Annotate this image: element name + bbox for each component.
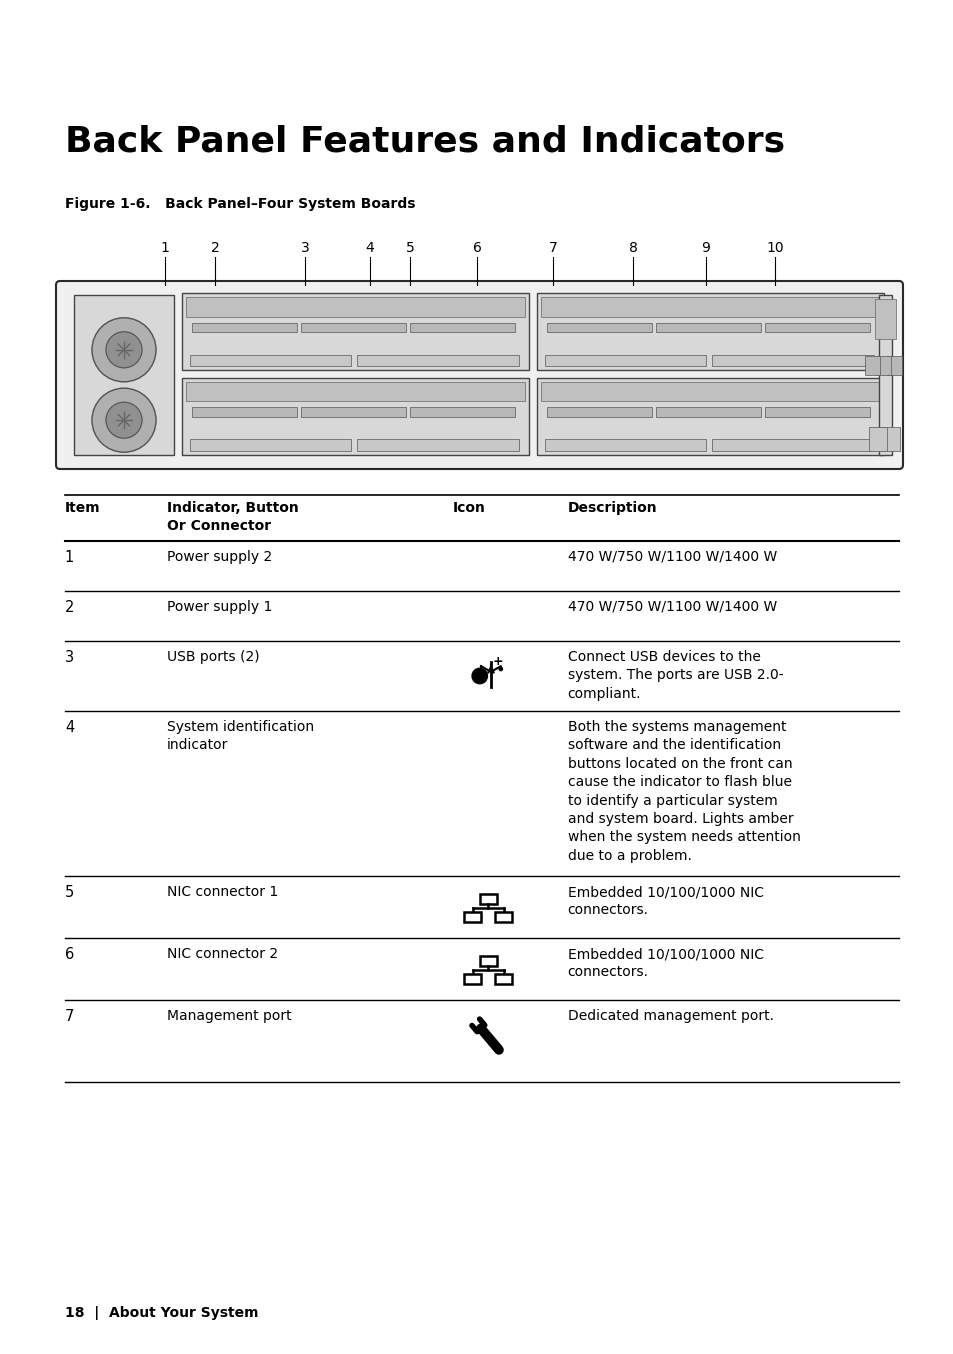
Bar <box>544 440 706 451</box>
Bar <box>357 440 518 451</box>
Text: 5: 5 <box>65 886 74 900</box>
Text: Dedicated management port.: Dedicated management port. <box>567 1009 773 1024</box>
Text: Figure 1-6.   Back Panel–Four System Boards: Figure 1-6. Back Panel–Four System Board… <box>65 196 416 211</box>
Bar <box>656 322 760 332</box>
Text: 6: 6 <box>65 946 74 961</box>
Bar <box>878 295 891 455</box>
Bar <box>537 378 883 455</box>
Bar <box>764 322 869 332</box>
Text: 4: 4 <box>65 720 74 735</box>
Text: +: + <box>492 655 503 668</box>
Bar <box>537 294 883 370</box>
Text: 1: 1 <box>160 241 170 255</box>
Text: Embedded 10/100/1000 NIC
connectors.: Embedded 10/100/1000 NIC connectors. <box>567 886 762 918</box>
FancyBboxPatch shape <box>56 282 902 468</box>
Bar <box>881 427 899 451</box>
Text: Description: Description <box>567 501 657 515</box>
Bar <box>464 975 480 984</box>
Text: 4: 4 <box>365 241 374 255</box>
Bar <box>546 408 651 417</box>
Text: Icon: Icon <box>453 501 485 515</box>
Bar <box>544 355 706 366</box>
Text: 3: 3 <box>300 241 309 255</box>
Bar <box>864 356 879 375</box>
Text: 3: 3 <box>65 650 74 665</box>
Bar <box>712 355 873 366</box>
Bar <box>546 322 651 332</box>
Bar <box>479 895 496 904</box>
Circle shape <box>91 318 156 382</box>
Bar <box>410 408 515 417</box>
Bar <box>874 299 895 338</box>
Circle shape <box>91 389 156 452</box>
Text: 470 W/750 W/1100 W/1400 W: 470 W/750 W/1100 W/1400 W <box>567 600 776 613</box>
Text: 470 W/750 W/1100 W/1400 W: 470 W/750 W/1100 W/1400 W <box>567 550 776 565</box>
Text: Both the systems management
software and the identification
buttons located on t: Both the systems management software and… <box>567 720 800 862</box>
Bar <box>190 440 351 451</box>
Bar <box>712 440 873 451</box>
Bar <box>357 355 518 366</box>
Text: Power supply 2: Power supply 2 <box>167 550 272 565</box>
Text: 9: 9 <box>700 241 710 255</box>
Bar <box>410 322 515 332</box>
Text: NIC connector 1: NIC connector 1 <box>167 886 278 899</box>
Circle shape <box>106 402 142 439</box>
Bar <box>301 322 406 332</box>
Text: 7: 7 <box>548 241 557 255</box>
Text: 10: 10 <box>765 241 783 255</box>
Bar <box>192 408 296 417</box>
Bar <box>540 298 879 317</box>
Bar <box>479 956 496 965</box>
Circle shape <box>498 668 502 670</box>
Text: 1: 1 <box>65 550 74 565</box>
Bar <box>74 295 173 455</box>
Text: Back Panel Features and Indicators: Back Panel Features and Indicators <box>65 125 784 158</box>
Bar <box>186 382 524 401</box>
Text: 8: 8 <box>628 241 637 255</box>
Text: 5: 5 <box>405 241 414 255</box>
Bar <box>192 322 296 332</box>
Text: Management port: Management port <box>167 1009 292 1024</box>
Bar <box>182 294 529 370</box>
Bar <box>656 408 760 417</box>
Text: NIC connector 2: NIC connector 2 <box>167 946 277 961</box>
Text: Indicator, Button
Or Connector: Indicator, Button Or Connector <box>167 501 298 533</box>
Text: Connect USB devices to the
system. The ports are USB 2.0-
compliant.: Connect USB devices to the system. The p… <box>567 650 782 701</box>
Circle shape <box>472 669 487 684</box>
Text: USB ports (2): USB ports (2) <box>167 650 259 663</box>
Bar <box>190 355 351 366</box>
Bar <box>182 378 529 455</box>
Bar <box>886 356 901 375</box>
Text: 2: 2 <box>211 241 219 255</box>
Text: Embedded 10/100/1000 NIC
connectors.: Embedded 10/100/1000 NIC connectors. <box>567 946 762 979</box>
Text: Item: Item <box>65 501 100 515</box>
Bar <box>495 975 512 984</box>
Bar <box>495 913 512 922</box>
Circle shape <box>106 332 142 368</box>
Text: 18  |  About Your System: 18 | About Your System <box>65 1307 258 1320</box>
Bar <box>875 356 890 375</box>
Text: System identification
indicator: System identification indicator <box>167 720 314 753</box>
Bar <box>186 298 524 317</box>
Bar <box>868 427 886 451</box>
Bar <box>764 408 869 417</box>
Bar <box>301 408 406 417</box>
Text: Power supply 1: Power supply 1 <box>167 600 272 613</box>
Bar <box>464 913 480 922</box>
Text: 7: 7 <box>65 1009 74 1024</box>
Bar <box>540 382 879 401</box>
Text: 6: 6 <box>472 241 481 255</box>
Text: 2: 2 <box>65 600 74 615</box>
